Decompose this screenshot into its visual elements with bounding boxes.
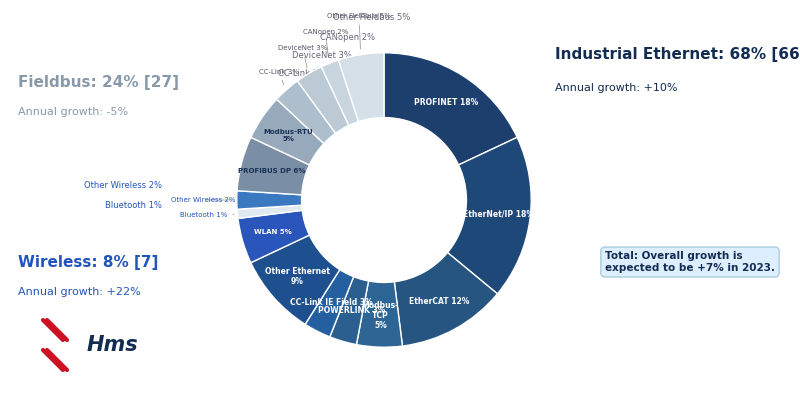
Wedge shape [237,137,310,195]
Text: Other Fieldbus 5%: Other Fieldbus 5% [334,14,410,22]
Text: Annual growth: +22%: Annual growth: +22% [18,287,141,297]
Wedge shape [330,277,369,344]
Text: Modbus-RTU
5%: Modbus-RTU 5% [264,128,314,142]
Wedge shape [384,53,517,165]
Text: CC-Link IE Field 3%: CC-Link IE Field 3% [290,298,373,308]
Wedge shape [357,281,402,347]
Text: DeviceNet 3%: DeviceNet 3% [278,46,328,68]
Wedge shape [237,205,302,218]
Wedge shape [238,210,310,263]
Text: Annual growth: -5%: Annual growth: -5% [18,107,128,117]
Text: EtherCAT 12%: EtherCAT 12% [410,297,470,306]
Text: PROFIBUS DP 6%: PROFIBUS DP 6% [238,168,306,174]
Wedge shape [322,60,358,126]
Wedge shape [394,252,498,346]
Text: Other Wireless 2%: Other Wireless 2% [84,182,162,190]
Text: CANopen 2%: CANopen 2% [321,34,375,42]
Text: DeviceNet 3%: DeviceNet 3% [292,52,352,60]
Wedge shape [298,67,349,133]
Wedge shape [237,191,302,209]
Wedge shape [251,99,324,165]
Text: Other Ethernet
9%: Other Ethernet 9% [265,267,330,286]
Text: CC-Link 3%: CC-Link 3% [278,70,326,78]
Text: Fieldbus: 24% [27]: Fieldbus: 24% [27] [18,74,179,90]
Wedge shape [251,235,340,324]
Text: Annual growth: +10%: Annual growth: +10% [555,83,678,93]
Text: EtherNet/IP 18%: EtherNet/IP 18% [463,210,534,219]
Text: POWERLINK 3%: POWERLINK 3% [318,306,386,316]
Text: WLAN 5%: WLAN 5% [254,229,292,235]
Text: Bluetooth 1%: Bluetooth 1% [180,212,234,218]
Wedge shape [338,53,384,122]
Text: Industrial Ethernet: 68% [66]: Industrial Ethernet: 68% [66] [555,48,800,62]
Text: CANopen 2%: CANopen 2% [302,28,348,58]
Text: Other Fieldbus 5%: Other Fieldbus 5% [327,14,391,49]
Text: Wireless: 8% [7]: Wireless: 8% [7] [18,254,158,270]
Wedge shape [305,270,354,337]
Text: Other Wireless 2%: Other Wireless 2% [170,197,235,203]
Wedge shape [447,137,531,294]
Text: Bluetooth 1%: Bluetooth 1% [105,202,162,210]
Wedge shape [277,81,335,144]
Text: Hms: Hms [87,335,138,355]
Text: Modbus-
TCP
5%: Modbus- TCP 5% [362,300,399,330]
Text: CC-Link 3%: CC-Link 3% [259,69,299,85]
Text: Total: Overall growth is
expected to be +7% in 2023.: Total: Overall growth is expected to be … [605,251,775,273]
Text: PROFINET 18%: PROFINET 18% [414,98,478,107]
